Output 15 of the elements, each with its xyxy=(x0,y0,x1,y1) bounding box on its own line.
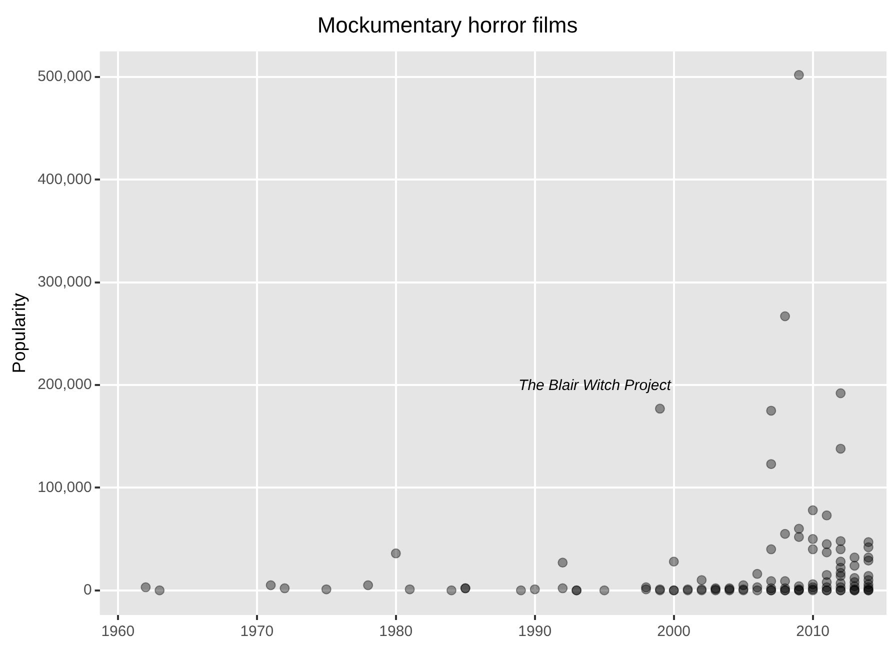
y-axis-title: Popularity xyxy=(8,293,29,374)
y-tick-label: 0 xyxy=(83,582,92,598)
chart-title: Mockumentary horror films xyxy=(317,12,578,38)
x-tick-label: 1970 xyxy=(240,623,274,640)
y-tick-label: 300,000 xyxy=(38,274,92,291)
annotation: The Blair Witch Project xyxy=(518,376,672,394)
x-tick-label: 1990 xyxy=(518,623,552,640)
y-tick-label: 400,000 xyxy=(38,170,92,188)
x-tick-label: 1980 xyxy=(379,623,413,640)
y-tick-label: 500,000 xyxy=(38,68,92,86)
x-tick-label: 2010 xyxy=(796,623,830,640)
x-tick-label: 1960 xyxy=(101,623,135,640)
y-tick-label: 200,000 xyxy=(38,376,92,394)
y-tick-label: 100,000 xyxy=(38,478,92,496)
x-tick-label: 2000 xyxy=(657,623,691,640)
